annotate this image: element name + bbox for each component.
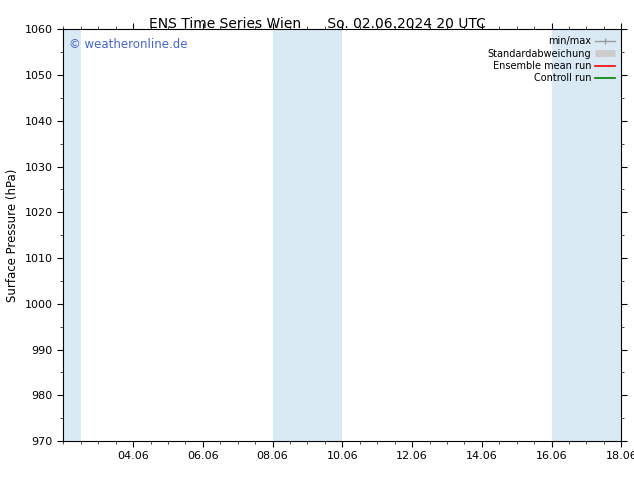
Bar bbox=[273, 29, 342, 441]
Bar bbox=[63, 29, 81, 441]
Text: ENS Time Series Wien      So. 02.06.2024 20 UTC: ENS Time Series Wien So. 02.06.2024 20 U… bbox=[148, 17, 486, 31]
Text: © weatheronline.de: © weatheronline.de bbox=[69, 38, 188, 50]
Bar bbox=[552, 29, 621, 441]
Y-axis label: Surface Pressure (hPa): Surface Pressure (hPa) bbox=[6, 169, 19, 302]
Legend: min/max, Standardabweichung, Ensemble mean run, Controll run: min/max, Standardabweichung, Ensemble me… bbox=[486, 34, 616, 85]
